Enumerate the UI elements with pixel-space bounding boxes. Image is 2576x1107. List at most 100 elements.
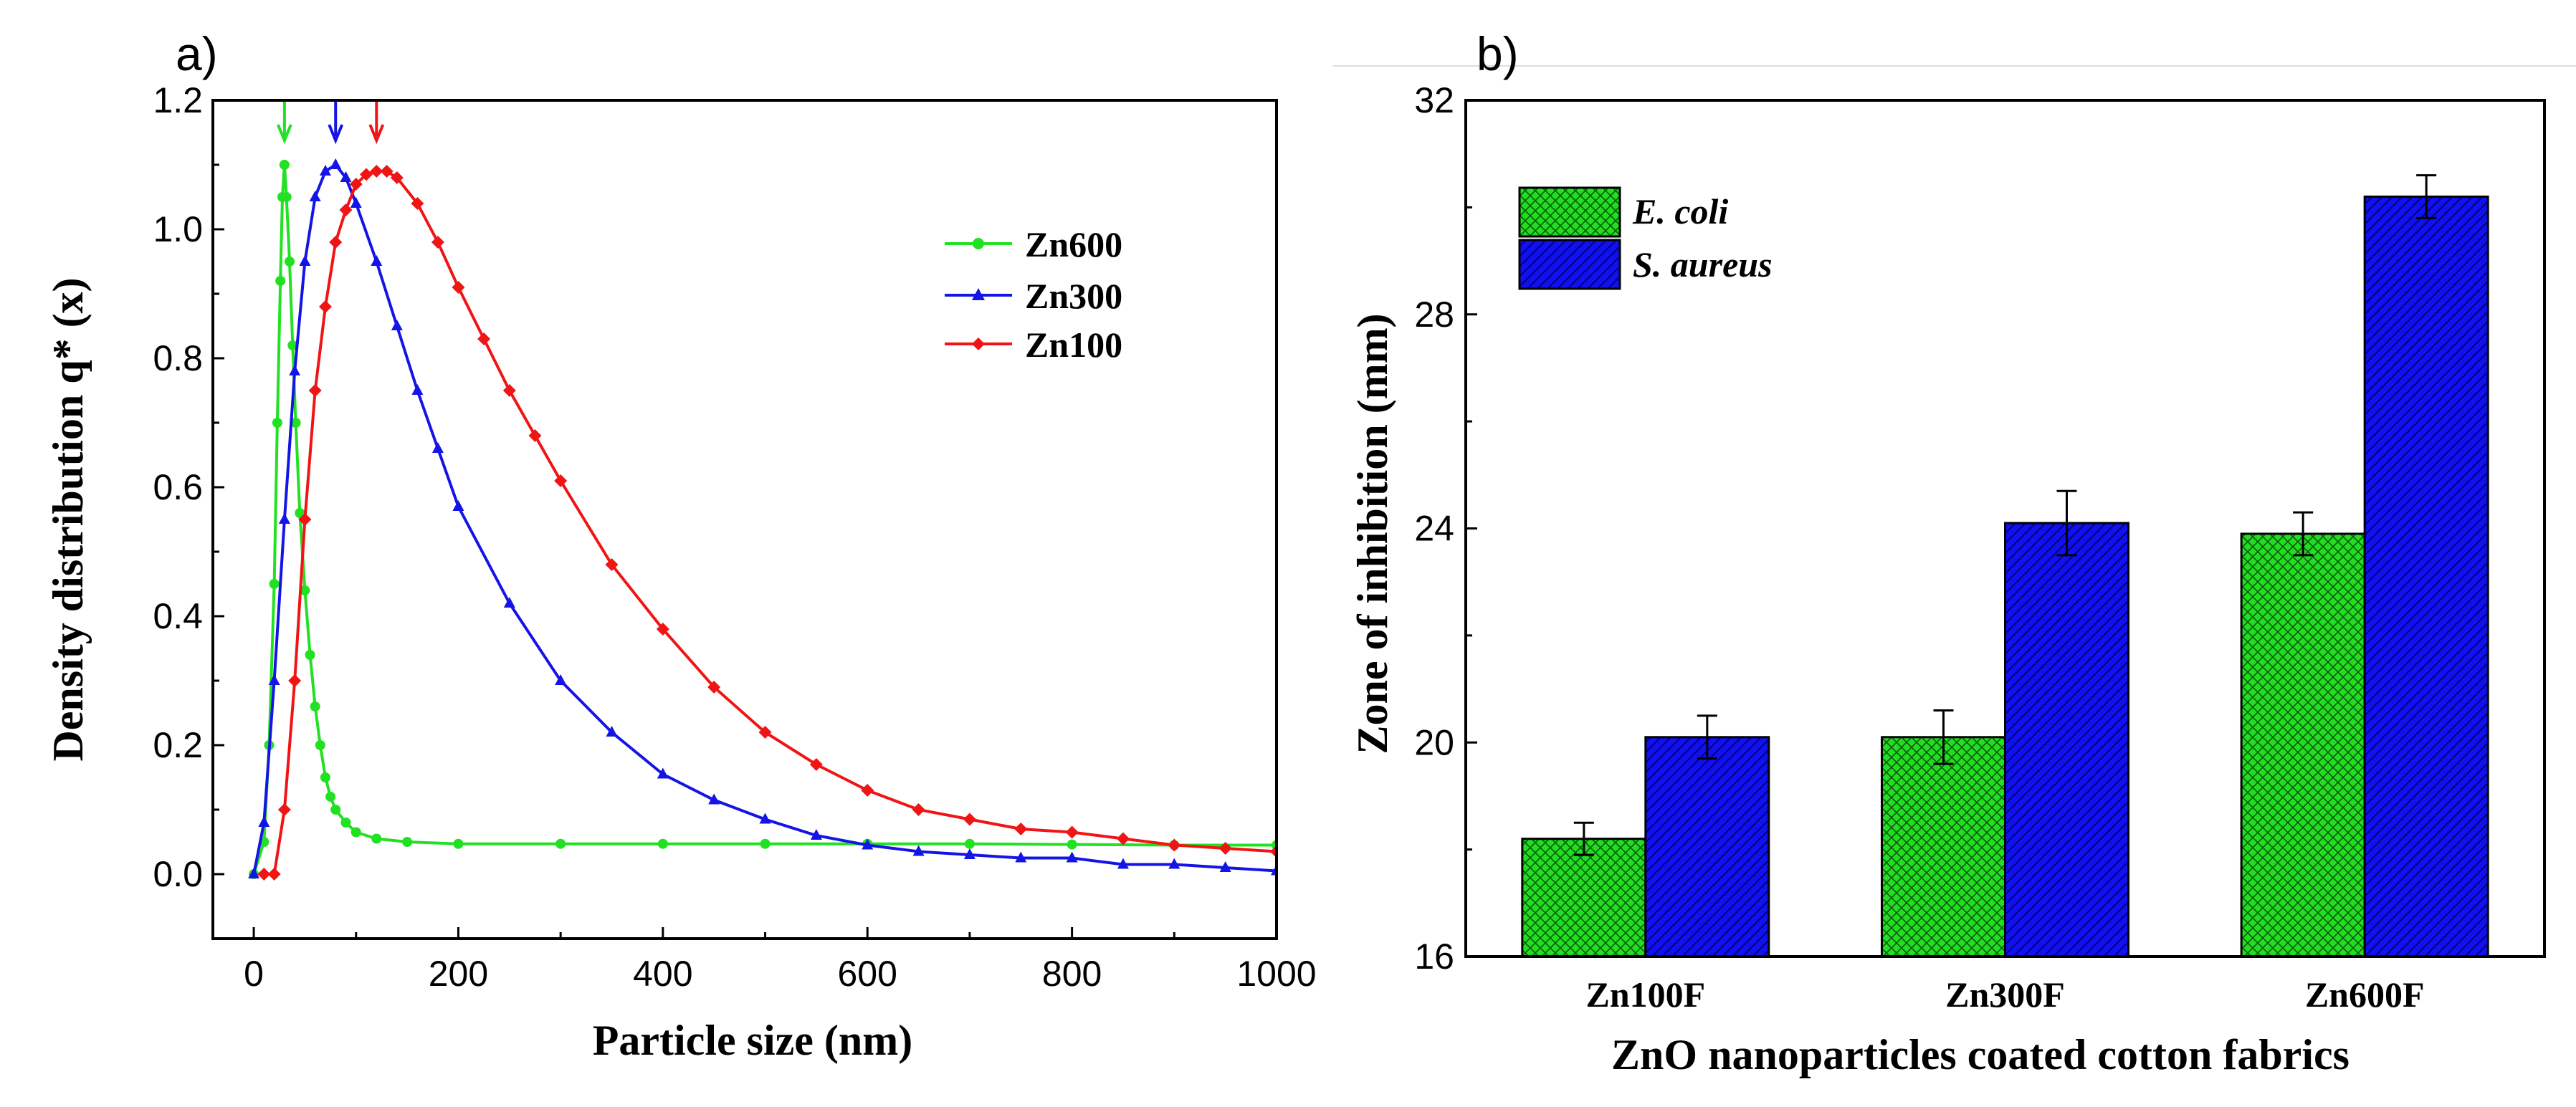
bar-s-aureus (1644, 736, 1770, 958)
data-point (555, 674, 567, 685)
series-line-zn600 (252, 164, 1277, 875)
data-point (290, 418, 301, 428)
data-point (340, 818, 351, 828)
data-point (963, 848, 975, 859)
series-zn100 (257, 165, 1277, 881)
data-point (1218, 842, 1232, 855)
data-point (657, 838, 668, 849)
peak-arrow-zn600 (277, 99, 292, 145)
series-line-zn100 (264, 170, 1277, 876)
data-point (281, 192, 292, 202)
data-point (411, 384, 424, 395)
legend-marker-zn100 (972, 337, 985, 350)
a-y-tick-label: 0.2 (153, 725, 203, 765)
b-y-tick-label: 28 (1414, 294, 1454, 335)
peak-arrow-head (328, 124, 344, 145)
series-line-zn300 (252, 163, 1277, 875)
data-point (1015, 851, 1027, 863)
data-point (279, 160, 290, 170)
data-point (606, 726, 618, 737)
data-point (1168, 858, 1180, 869)
error-bar (2056, 489, 2077, 557)
data-point (278, 513, 290, 524)
data-point (912, 845, 925, 856)
data-point (861, 784, 874, 797)
data-point (431, 442, 444, 453)
data-point (287, 340, 298, 350)
data-point (605, 558, 619, 571)
data-point (809, 758, 823, 771)
panel-b-legend: E. coli S. aureus (1518, 186, 1773, 290)
data-point (288, 674, 302, 687)
a-y-tick-label: 1.0 (153, 209, 203, 249)
data-point (269, 579, 280, 589)
series-zn300 (248, 158, 1277, 878)
b-category-label: Zn600F (2305, 974, 2425, 1015)
panel-a-series-group (248, 158, 1277, 881)
panel-a-x-axis-title: Particle size (nm) (593, 1017, 912, 1064)
data-point (268, 674, 280, 685)
data-point (760, 838, 771, 849)
panel-b-label: b) (1477, 27, 1519, 80)
data-point (360, 168, 373, 181)
data-point (431, 236, 444, 249)
data-point (1168, 838, 1181, 852)
panel-a-plot-frame (211, 99, 1278, 940)
a-x-tick-label: 1000 (1236, 954, 1316, 994)
data-point (298, 513, 312, 526)
legend-marker-zn600 (973, 238, 984, 249)
series-zn600 (249, 160, 1277, 879)
a-y-tick-label: 0.4 (153, 596, 203, 636)
data-point (656, 623, 669, 636)
data-point (502, 384, 516, 397)
data-point (275, 276, 286, 286)
panel-a-line-chart: a) Density distribution q* (x) Particle … (44, 27, 1317, 1064)
peak-arrow-head (368, 124, 385, 145)
panel-b-bar-chart: b) Zone of inhibition (mm) ZnO nanoparti… (1349, 27, 2546, 1078)
data-point (390, 171, 404, 184)
a-x-tick-label: 200 (429, 954, 488, 994)
data-point (912, 803, 925, 816)
error-bar (1573, 821, 1594, 856)
panel-a-legend: Zn600 Zn300 Zn100 (945, 224, 1122, 365)
data-point (340, 171, 352, 182)
data-point (320, 772, 330, 782)
bar-e-coli (1881, 736, 2006, 958)
data-point (1270, 845, 1277, 858)
a-y-tick-label: 0.6 (153, 467, 203, 507)
data-point (657, 767, 669, 779)
panel-b-x-axis-title: ZnO nanoparticles coated cotton fabrics (1611, 1031, 2350, 1078)
legend-swatch-e-coli (1518, 186, 1621, 238)
data-point (330, 805, 341, 815)
a-y-tick-label: 1.2 (153, 80, 203, 120)
data-point (1117, 858, 1129, 869)
data-point (810, 829, 822, 840)
data-point (315, 740, 325, 750)
data-point (300, 585, 310, 595)
data-point (310, 701, 320, 711)
data-point (285, 257, 295, 267)
legend-entry-s-aureus: S. aureus (1518, 239, 1773, 290)
data-point (528, 429, 542, 442)
b-y-tick-label: 24 (1414, 509, 1454, 549)
panel-b-y-axis-title: Zone of inhibition (mm) (1349, 313, 1396, 754)
data-point (707, 681, 721, 694)
data-point (299, 255, 311, 266)
data-point (272, 418, 282, 428)
data-point (1066, 851, 1078, 863)
b-y-tick-label: 20 (1414, 722, 1454, 762)
panel-a-ticks: 0 200 400 600 800 1000 0.0 0.2 0.4 0.6 0.8 1.0 1.2 (153, 80, 1316, 994)
data-point (1219, 861, 1231, 872)
error-bar (1697, 714, 1717, 760)
data-point (350, 197, 362, 208)
bar-e-coli (1521, 838, 1647, 958)
data-point (759, 813, 771, 824)
panel-a-label: a) (176, 27, 218, 80)
data-point (350, 827, 361, 838)
bar-s-aureus (2363, 195, 2489, 958)
error-bar (2293, 511, 2314, 557)
data-point (339, 203, 353, 216)
data-point (758, 726, 772, 739)
panel-b-bars-group (1521, 174, 2489, 958)
data-point (554, 474, 568, 487)
